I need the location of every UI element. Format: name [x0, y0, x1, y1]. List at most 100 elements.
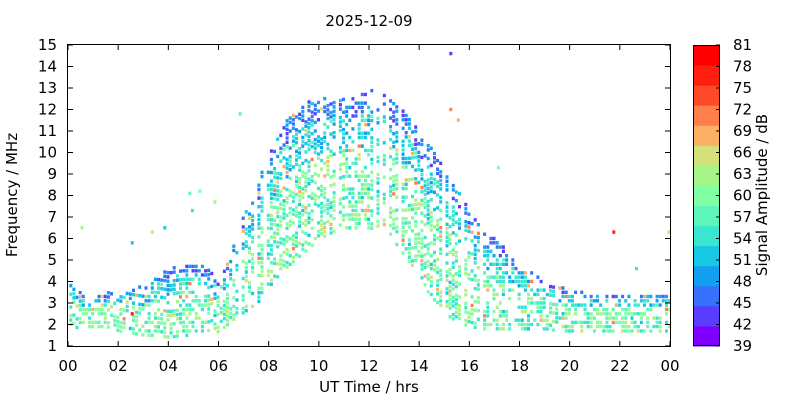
heatmap-cell — [125, 304, 129, 309]
heatmap-cell — [338, 107, 342, 111]
heatmap-cell — [426, 199, 430, 204]
heatmap-cell — [580, 320, 584, 325]
heatmap-cell — [454, 302, 458, 306]
heatmap-cell — [175, 291, 179, 295]
heatmap-cell — [574, 320, 578, 325]
heatmap-cell — [630, 329, 634, 333]
heatmap-cell — [260, 265, 264, 269]
heatmap-cell — [313, 163, 317, 168]
heatmap-cell — [392, 175, 396, 179]
heatmap-cell — [269, 278, 273, 282]
heatmap-cell — [395, 156, 399, 161]
heatmap-cell — [464, 323, 468, 327]
heatmap-cell — [304, 249, 308, 253]
heatmap-cell — [414, 146, 418, 151]
heatmap-cell — [483, 322, 487, 327]
heatmap-cell — [470, 295, 474, 299]
heatmap-cell — [523, 271, 527, 275]
heatmap-cell — [542, 327, 546, 331]
heatmap-cell — [401, 186, 405, 191]
heatmap-cell — [342, 175, 345, 179]
heatmap-cell — [313, 146, 317, 150]
heatmap-cell — [313, 142, 317, 146]
heatmap-cell — [94, 320, 98, 325]
heatmap-cell — [257, 213, 261, 217]
heatmap-cell — [501, 309, 505, 314]
heatmap-cell — [266, 187, 270, 192]
heatmap-cell — [445, 226, 449, 231]
heatmap-cell — [222, 308, 226, 312]
heatmap-cell — [627, 303, 631, 307]
colorbar-segment — [693, 85, 720, 106]
heatmap-cell — [542, 297, 546, 301]
heatmap-cell — [235, 251, 239, 255]
heatmap-cell — [307, 100, 311, 104]
heatmap-cell — [282, 199, 286, 203]
heatmap-cell — [288, 146, 292, 150]
heatmap-cell — [323, 131, 327, 135]
heatmap-cell — [395, 186, 399, 191]
heatmap-cell — [150, 320, 154, 325]
heatmap-cell — [602, 329, 606, 333]
heatmap-cell — [433, 233, 436, 237]
heatmap-cell — [260, 291, 264, 295]
heatmap-cell — [376, 177, 380, 181]
heatmap-cell — [72, 296, 76, 300]
heatmap-cell — [135, 315, 139, 319]
heatmap-cell — [175, 274, 179, 278]
heatmap-cell — [266, 239, 270, 243]
heatmap-cell — [486, 249, 490, 254]
heatmap-cell — [392, 157, 396, 162]
heatmap-cell — [426, 212, 430, 217]
colorbar-tick-label: 45 — [733, 294, 752, 312]
heatmap-cell — [323, 122, 327, 127]
heatmap-cell — [448, 293, 452, 297]
heatmap-cell — [78, 303, 82, 308]
heatmap-cell — [523, 279, 527, 284]
heatmap-cell — [269, 183, 273, 188]
heatmap-cell — [517, 284, 521, 288]
heatmap-cell — [392, 183, 396, 187]
heatmap-cell — [523, 322, 527, 327]
heatmap-cell — [320, 184, 324, 188]
heatmap-cell — [611, 294, 615, 299]
heatmap-cell — [119, 299, 123, 303]
heatmap-cell — [282, 207, 286, 212]
heatmap-cell — [332, 135, 336, 139]
heatmap-point — [163, 226, 167, 230]
heatmap-cell — [153, 277, 157, 281]
heatmap-cell — [166, 292, 170, 296]
heatmap-cell — [395, 139, 399, 143]
heatmap-cell — [495, 258, 499, 262]
heatmap-cell — [188, 320, 192, 325]
heatmap-cell — [407, 143, 411, 148]
heatmap-cell — [332, 152, 336, 156]
heatmap-cell — [649, 303, 653, 307]
heatmap-cell — [376, 220, 380, 224]
heatmap-cell — [226, 262, 229, 266]
heatmap-cell — [495, 305, 499, 309]
heatmap-cell — [420, 211, 424, 215]
heatmap-cell — [235, 289, 239, 294]
heatmap-cell — [596, 307, 599, 312]
heatmap-cell — [527, 284, 530, 288]
heatmap-cell — [389, 223, 393, 228]
heatmap-cell — [207, 285, 211, 290]
heatmap-cell — [345, 148, 349, 153]
heatmap-cell — [213, 322, 217, 326]
heatmap-cell — [285, 213, 289, 218]
heatmap-cell — [194, 312, 198, 316]
heatmap-cell — [646, 324, 650, 329]
heatmap-cell — [439, 217, 443, 221]
heatmap-cell — [288, 262, 292, 266]
heatmap-cell — [332, 208, 336, 212]
heatmap-cell — [157, 320, 160, 325]
heatmap-cell — [288, 159, 292, 163]
heatmap-cell — [241, 242, 245, 246]
heatmap-cell — [232, 248, 236, 253]
heatmap-cell — [69, 318, 73, 322]
heatmap-cell — [348, 204, 352, 208]
heatmap-cell — [157, 277, 160, 282]
heatmap-cell — [251, 218, 255, 223]
heatmap-cell — [354, 213, 358, 217]
